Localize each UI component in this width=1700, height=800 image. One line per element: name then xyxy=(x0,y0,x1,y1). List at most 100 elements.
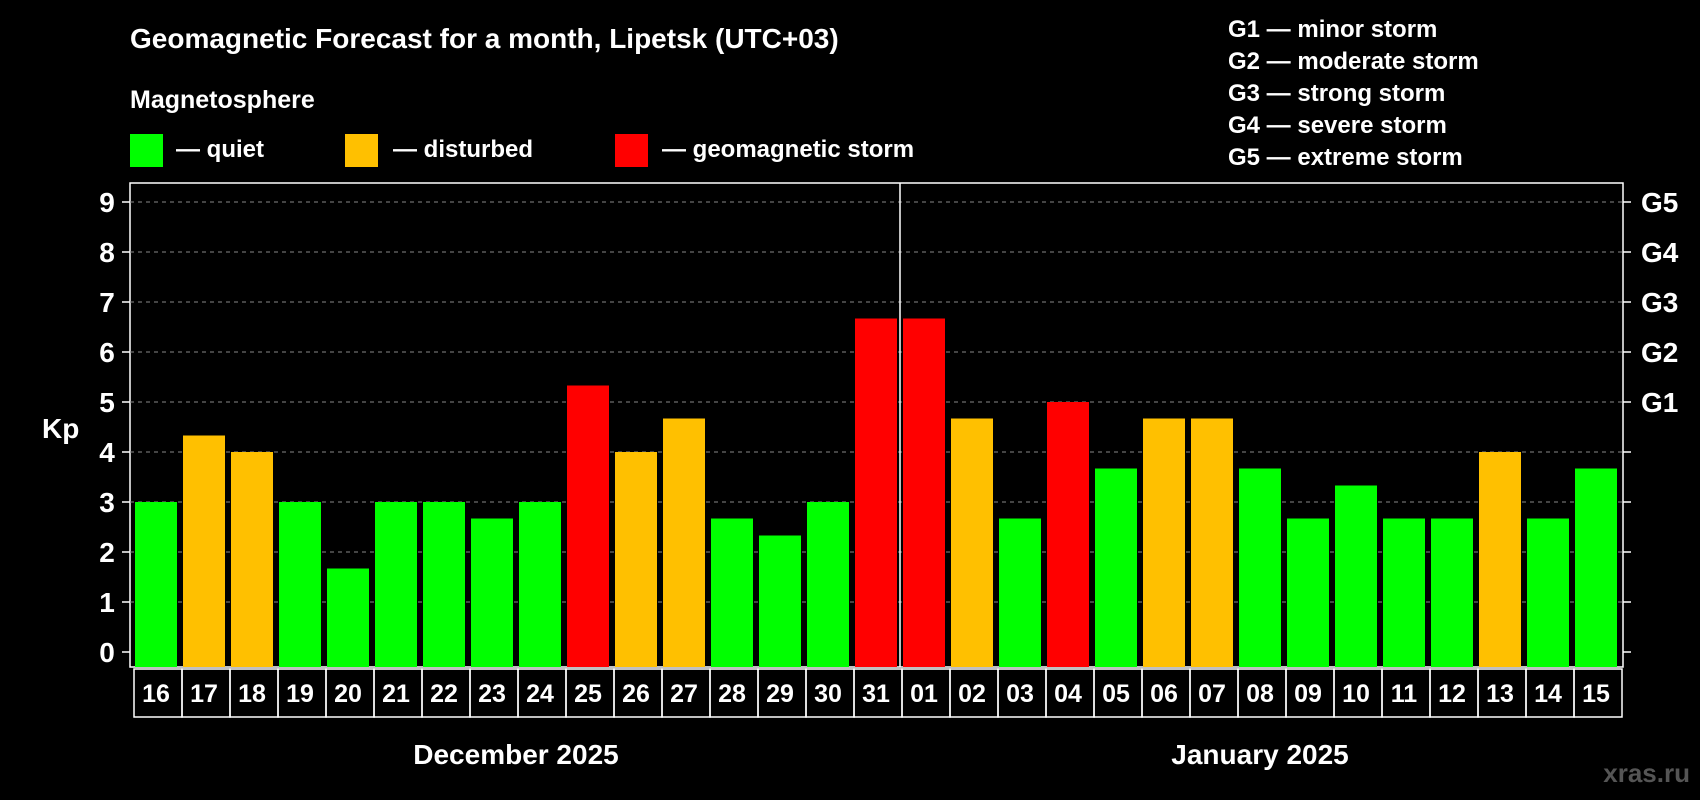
y-tick-label: 2 xyxy=(99,537,115,568)
y-axis-label: Kp xyxy=(42,413,79,444)
bar xyxy=(1383,518,1425,667)
x-tick-label: 11 xyxy=(1391,680,1418,708)
x-tick-label: 04 xyxy=(1054,680,1082,708)
x-tick-label: 22 xyxy=(430,680,458,708)
bar xyxy=(1239,468,1281,667)
bar xyxy=(711,518,753,667)
y-tick-label: 5 xyxy=(99,387,115,418)
bar xyxy=(855,318,897,667)
y-tick-label: 4 xyxy=(99,437,115,468)
month-label-december: December 2025 xyxy=(413,739,618,770)
bar xyxy=(1479,452,1521,667)
y-tick-label: 0 xyxy=(99,637,115,668)
x-tick-label: 27 xyxy=(670,680,698,708)
chart-subtitle: Magnetosphere xyxy=(130,86,315,114)
bar xyxy=(1575,468,1617,667)
storm-scale-g4: G4 — severe storm xyxy=(1228,112,1447,139)
x-tick-label: 09 xyxy=(1294,680,1322,708)
legend-storm-label: — geomagnetic storm xyxy=(662,136,914,163)
x-tick-label: 02 xyxy=(958,680,986,708)
x-tick-label: 20 xyxy=(334,680,362,708)
bar xyxy=(1431,518,1473,667)
x-tick-label: 24 xyxy=(526,680,554,708)
x-tick-label: 17 xyxy=(190,680,218,708)
x-tick-label: 18 xyxy=(238,680,266,708)
x-tick-label: 13 xyxy=(1486,680,1514,708)
x-tick-label: 28 xyxy=(718,680,746,708)
legend-disturbed-label: — disturbed xyxy=(393,136,533,163)
g-level-label: G1 xyxy=(1641,387,1678,418)
bar xyxy=(759,535,801,667)
chart-title: Geomagnetic Forecast for a month, Lipets… xyxy=(130,23,839,54)
x-tick-label: 15 xyxy=(1582,680,1610,708)
bar xyxy=(471,518,513,667)
bar xyxy=(1143,418,1185,667)
bar xyxy=(807,502,849,667)
x-tick-label: 06 xyxy=(1150,680,1178,708)
bar xyxy=(423,502,465,667)
x-tick-label: 29 xyxy=(766,680,794,708)
storm-scale-g5: G5 — extreme storm xyxy=(1228,144,1463,171)
bar xyxy=(1527,518,1569,667)
bar xyxy=(999,518,1041,667)
bar xyxy=(375,502,417,667)
bar xyxy=(231,452,273,667)
bar xyxy=(1095,468,1137,667)
x-tick-label: 25 xyxy=(574,680,602,708)
day-cell xyxy=(1573,668,1623,718)
x-axis-day-labels: 16 17 18 19 20 21 22 23 24 25 26 27 28 29 30 31 01 02 03 04… xyxy=(133,668,1623,718)
x-tick-label: 21 xyxy=(382,680,410,708)
y-tick-label: 9 xyxy=(99,187,115,218)
y-tick-label: 1 xyxy=(99,587,115,618)
legend-quiet-swatch xyxy=(130,134,163,167)
x-tick-label: 23 xyxy=(478,680,506,708)
storm-scale-g2: G2 — moderate storm xyxy=(1228,48,1479,75)
x-tick-label: 14 xyxy=(1534,680,1562,708)
legend-storm-swatch xyxy=(615,134,648,167)
y-tick-label: 8 xyxy=(99,237,115,268)
g-level-label: G4 xyxy=(1641,237,1679,268)
g-level-label: G2 xyxy=(1641,337,1678,368)
x-tick-label: 05 xyxy=(1102,680,1130,708)
storm-scale-g1: G1 — minor storm xyxy=(1228,16,1437,43)
g-level-label: G5 xyxy=(1641,187,1678,218)
legend-quiet-label: — quiet xyxy=(176,136,264,163)
x-tick-label: 26 xyxy=(622,680,650,708)
g-level-axis: G1 G2 G3 G4 G5 xyxy=(1641,187,1679,418)
bar xyxy=(663,418,705,667)
bar xyxy=(567,385,609,667)
bar xyxy=(1191,418,1233,667)
bar xyxy=(951,418,993,667)
y-tick-label: 7 xyxy=(99,287,115,318)
x-tick-label: 31 xyxy=(862,680,890,708)
x-tick-label: 10 xyxy=(1342,680,1370,708)
x-tick-label: 03 xyxy=(1006,680,1034,708)
x-tick-label: 12 xyxy=(1438,680,1466,708)
bar xyxy=(279,502,321,667)
storm-scale-g3: G3 — strong storm xyxy=(1228,80,1445,107)
y-tick-label: 3 xyxy=(99,487,115,518)
bars xyxy=(135,318,1617,667)
bar xyxy=(327,568,369,667)
bar xyxy=(615,452,657,667)
bar xyxy=(1047,402,1089,667)
bar xyxy=(903,318,945,667)
x-tick-label: 01 xyxy=(910,680,938,708)
bar xyxy=(135,502,177,667)
g-level-label: G3 xyxy=(1641,287,1678,318)
month-label-january: January 2025 xyxy=(1171,739,1348,770)
x-tick-label: 19 xyxy=(286,680,314,708)
bar xyxy=(1335,485,1377,667)
x-tick-label: 07 xyxy=(1198,680,1226,708)
bar xyxy=(183,435,225,667)
x-tick-label: 30 xyxy=(814,680,842,708)
bar xyxy=(1287,518,1329,667)
y-axis: 0 1 2 3 4 5 6 7 8 9 xyxy=(99,187,1631,668)
x-tick-label: 08 xyxy=(1246,680,1274,708)
x-tick-label: 16 xyxy=(142,680,170,708)
y-tick-label: 6 xyxy=(99,337,115,368)
watermark: xras.ru xyxy=(1603,758,1690,788)
bar xyxy=(519,502,561,667)
legend-disturbed-swatch xyxy=(345,134,378,167)
